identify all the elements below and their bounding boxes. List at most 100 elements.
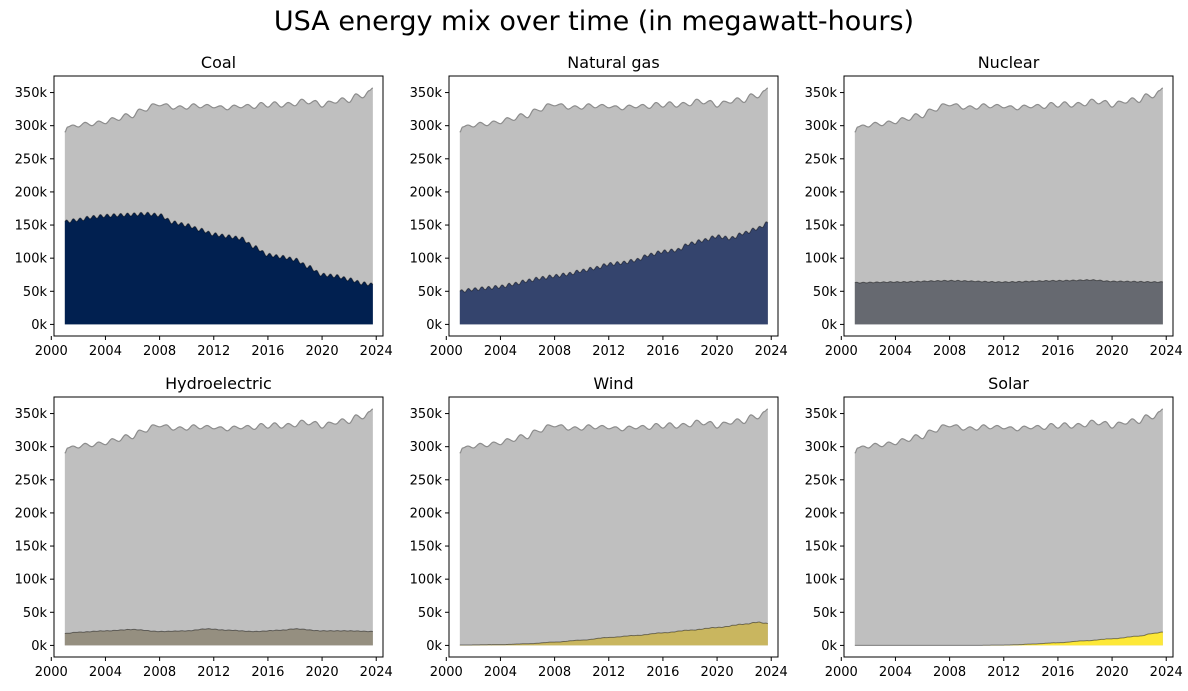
plot-frame bbox=[448, 75, 779, 337]
x-tick-label: 2020 bbox=[1096, 665, 1129, 680]
x-tick-label: 2008 bbox=[933, 665, 966, 680]
x-tick-label: 2020 bbox=[701, 344, 734, 359]
y-tick-label: 250k bbox=[15, 152, 48, 167]
x-tick-label: 2012 bbox=[197, 344, 230, 359]
y-tick-label: 0k bbox=[426, 318, 442, 333]
y-tick-label: 50k bbox=[23, 606, 48, 621]
total-line bbox=[854, 87, 1164, 133]
x-tick-label: 2024 bbox=[1150, 344, 1183, 359]
y-tick-label: 0k bbox=[31, 318, 47, 333]
y-tick-label: 200k bbox=[15, 506, 48, 521]
area-natural-gas bbox=[459, 221, 768, 325]
y-tick-label: 200k bbox=[410, 506, 443, 521]
x-tick-label: 2012 bbox=[987, 665, 1020, 680]
y-tick-label: 50k bbox=[418, 606, 443, 621]
plot-frame bbox=[843, 396, 1174, 658]
panel-nuclear: Nuclear 0k 50k 100k 150k 200k 250k 300k 350k 2000… bbox=[805, 53, 1183, 359]
x-tick-label: 2008 bbox=[143, 344, 176, 359]
y-tick-label: 0k bbox=[821, 639, 837, 654]
y-tick-label: 300k bbox=[410, 119, 443, 134]
y-tick-label: 50k bbox=[23, 285, 48, 300]
total-area bbox=[64, 408, 373, 646]
x-tick-label: 2016 bbox=[1041, 344, 1074, 359]
y-tick-label: 100k bbox=[15, 252, 48, 267]
x-tick-label: 2024 bbox=[1150, 665, 1183, 680]
figure-title: USA energy mix over time (in megawatt-ho… bbox=[273, 6, 915, 37]
y-tick-label: 200k bbox=[805, 506, 838, 521]
y-tick-label: 250k bbox=[805, 473, 838, 488]
x-tick-label: 2000 bbox=[430, 665, 463, 680]
y-tick-label: 250k bbox=[410, 152, 443, 167]
line-solar bbox=[854, 631, 1163, 646]
panel-title: Hydroelectric bbox=[165, 374, 272, 393]
y-tick-label: 0k bbox=[426, 639, 442, 654]
y-tick-label: 200k bbox=[410, 185, 443, 200]
total-line bbox=[459, 87, 769, 133]
panel-title: Wind bbox=[593, 374, 633, 393]
plot-frame bbox=[448, 396, 779, 658]
y-tick-label: 100k bbox=[805, 573, 838, 588]
y-tick-label: 300k bbox=[410, 440, 443, 455]
panel-hydroelectric: Hydroelectric 0k 50k 100k 150k 200k 250k 300k 35… bbox=[15, 374, 393, 680]
x-tick-label: 2008 bbox=[143, 665, 176, 680]
line-nuclear bbox=[854, 279, 1164, 284]
total-area bbox=[459, 408, 768, 646]
y-tick-label: 350k bbox=[410, 407, 443, 422]
x-tick-label: 2008 bbox=[933, 344, 966, 359]
x-tick-label: 2012 bbox=[197, 665, 230, 680]
panel-coal: Coal 0k 50k 100k 150k 200k 250k 300k 350k 2000 200… bbox=[15, 53, 393, 359]
y-tick-label: 150k bbox=[805, 540, 838, 555]
y-tick-label: 300k bbox=[15, 440, 48, 455]
plot-frame bbox=[53, 75, 384, 337]
x-tick-label: 2004 bbox=[484, 665, 517, 680]
y-tick-label: 250k bbox=[15, 473, 48, 488]
y-tick-label: 150k bbox=[410, 540, 443, 555]
total-line bbox=[64, 87, 374, 133]
x-tick-label: 2016 bbox=[251, 665, 284, 680]
y-tick-label: 150k bbox=[805, 219, 838, 234]
total-line bbox=[459, 408, 769, 454]
y-tick-label: 100k bbox=[410, 252, 443, 267]
y-tick-label: 250k bbox=[410, 473, 443, 488]
line-natural-gas bbox=[459, 221, 769, 293]
y-tick-label: 50k bbox=[813, 285, 838, 300]
panel-title: Natural gas bbox=[567, 53, 659, 72]
total-line bbox=[64, 408, 374, 454]
y-tick-label: 300k bbox=[15, 119, 48, 134]
plot-frame bbox=[843, 75, 1174, 337]
y-tick-label: 200k bbox=[15, 185, 48, 200]
x-tick-label: 2004 bbox=[484, 344, 517, 359]
area-coal bbox=[64, 212, 373, 325]
total-area bbox=[854, 87, 1163, 325]
plot-frame bbox=[53, 396, 384, 658]
x-tick-label: 2020 bbox=[1096, 344, 1129, 359]
y-tick-label: 350k bbox=[15, 86, 48, 101]
x-tick-label: 2016 bbox=[646, 344, 679, 359]
x-tick-label: 2020 bbox=[306, 344, 339, 359]
x-tick-label: 2004 bbox=[879, 344, 912, 359]
area-nuclear bbox=[854, 279, 1163, 325]
y-tick-label: 150k bbox=[15, 219, 48, 234]
area-solar bbox=[854, 632, 1163, 646]
panel-title: Solar bbox=[988, 374, 1029, 393]
y-tick-label: 50k bbox=[813, 606, 838, 621]
x-tick-label: 2000 bbox=[825, 344, 858, 359]
x-tick-label: 2024 bbox=[360, 665, 393, 680]
x-tick-label: 2012 bbox=[592, 344, 625, 359]
panel-solar: Solar 0k 50k 100k 150k 200k 250k 300k 350k 2000 20… bbox=[805, 374, 1183, 680]
y-tick-label: 300k bbox=[805, 119, 838, 134]
x-tick-label: 2000 bbox=[430, 344, 463, 359]
x-tick-label: 2016 bbox=[646, 665, 679, 680]
x-tick-label: 2020 bbox=[701, 665, 734, 680]
area-hydroelectric bbox=[64, 628, 373, 646]
panel-title: Coal bbox=[201, 53, 236, 72]
total-area bbox=[854, 408, 1163, 646]
x-tick-label: 2012 bbox=[592, 665, 625, 680]
y-tick-label: 150k bbox=[15, 540, 48, 555]
y-tick-label: 100k bbox=[410, 573, 443, 588]
x-tick-label: 2020 bbox=[306, 665, 339, 680]
y-tick-label: 350k bbox=[805, 86, 838, 101]
line-coal bbox=[64, 211, 374, 287]
y-tick-label: 350k bbox=[15, 407, 48, 422]
